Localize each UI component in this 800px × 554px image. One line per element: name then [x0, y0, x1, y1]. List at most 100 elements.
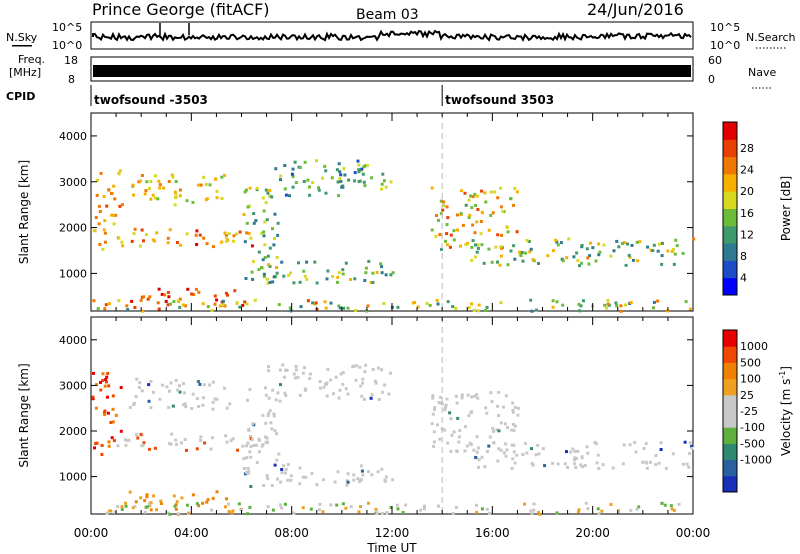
echo-cell: [519, 254, 523, 257]
echo-cell: [140, 174, 144, 177]
echo-cell: [357, 170, 361, 174]
echo-cell: [559, 241, 563, 245]
echo-cell: [324, 306, 328, 310]
echo-cells: [92, 159, 696, 313]
echo-cell: [586, 507, 590, 511]
echo-cell: [456, 416, 460, 420]
echo-cell: [247, 469, 251, 473]
echo-cell: [267, 411, 271, 415]
echo-cell: [371, 281, 375, 284]
echo-cell: [293, 160, 297, 164]
echo-cell: [591, 246, 595, 250]
echo-cell: [428, 303, 432, 307]
echo-cell: [538, 512, 542, 516]
echo-cell: [435, 298, 439, 302]
colorbar-frame: [722, 121, 738, 296]
cpid-segments: twofsound -3503 twofsound 3503: [90, 85, 554, 107]
echo-cell: [252, 221, 256, 225]
echo-cell: [329, 503, 333, 507]
echo-cell: [475, 220, 479, 224]
echo-cell: [505, 448, 509, 452]
echo-cell: [626, 242, 629, 246]
echo-cell: [648, 460, 652, 464]
echo-cell: [191, 493, 195, 497]
echo-cell: [651, 249, 655, 253]
echo-cell: [498, 263, 502, 267]
echo-cell: [513, 257, 517, 261]
echo-cell: [92, 299, 96, 303]
echo-cell: [470, 245, 474, 249]
echo-cell: [232, 234, 236, 238]
echo-cell: [573, 458, 576, 462]
echo-cell: [480, 189, 484, 193]
echo-cell: [473, 255, 477, 259]
echo-cell: [363, 279, 367, 282]
echo-cell: [266, 505, 270, 509]
echo-cell: [356, 159, 360, 163]
echo-cell: [551, 305, 555, 309]
echo-cell: [245, 221, 249, 225]
echo-cell: [354, 378, 358, 382]
echo-cell: [451, 512, 455, 516]
echo-cell: [605, 306, 608, 310]
echo-cell: [369, 280, 373, 284]
echo-cell: [314, 301, 318, 305]
echo-cell: [178, 390, 182, 394]
echo-cell: [176, 388, 180, 392]
echo-cell: [546, 254, 550, 258]
echo-cell: [396, 507, 400, 511]
echo-cell: [147, 399, 151, 403]
echo-cell: [130, 299, 134, 303]
echo-cell: [563, 462, 567, 466]
echo-cell: [174, 196, 177, 200]
echo-cell: [446, 216, 450, 220]
echo-cell: [576, 510, 580, 514]
echo-cell: [267, 396, 271, 400]
echo-cell: [512, 203, 515, 207]
colorbar-segment: [723, 443, 737, 461]
echo-cell: [615, 239, 619, 243]
echo-cell: [391, 478, 395, 482]
x-tick-label: 12:00: [375, 526, 410, 540]
echo-cell: [658, 242, 661, 246]
echo-cell: [657, 461, 661, 465]
echo-cell: [525, 451, 529, 455]
echo-cell: [110, 436, 114, 440]
echo-cell: [321, 510, 325, 514]
echo-cell: [352, 364, 356, 368]
echo-cell: [175, 442, 178, 446]
echo-cell: [611, 466, 615, 470]
echo-cell: [575, 457, 578, 461]
echo-cell: [362, 180, 366, 184]
echo-cell: [506, 263, 510, 267]
echo-cell: [448, 411, 452, 415]
echo-cell: [230, 511, 234, 515]
echo-cell: [98, 210, 102, 213]
echo-cell: [466, 242, 469, 245]
echo-cell: [377, 397, 381, 401]
echo-cell: [224, 291, 228, 295]
echo-cell: [467, 306, 471, 310]
echo-cell: [510, 443, 514, 447]
colorbar-power: 4 8 12 16 20 24 28 Power [dB]: [722, 121, 793, 296]
echo-cell: [692, 237, 696, 241]
echo-cell: [103, 231, 107, 235]
echo-cell: [202, 175, 206, 179]
echo-cell: [492, 441, 496, 445]
echo-cell: [346, 392, 350, 396]
echo-cell: [270, 484, 274, 488]
colorbar-label-close: ]: [779, 366, 793, 371]
echo-cell: [627, 253, 631, 257]
echo-cell: [595, 461, 599, 465]
echo-cell: [541, 447, 545, 451]
echo-cell: [688, 307, 692, 311]
echo-cell: [530, 447, 533, 451]
echo-cell: [112, 184, 116, 188]
echo-cell: [99, 381, 102, 384]
echo-cell: [190, 292, 194, 296]
echo-cell: [106, 371, 110, 375]
echo-cell: [474, 204, 478, 207]
echo-cell: [278, 368, 282, 372]
echo-cell: [178, 305, 182, 309]
echo-cell: [304, 475, 308, 479]
